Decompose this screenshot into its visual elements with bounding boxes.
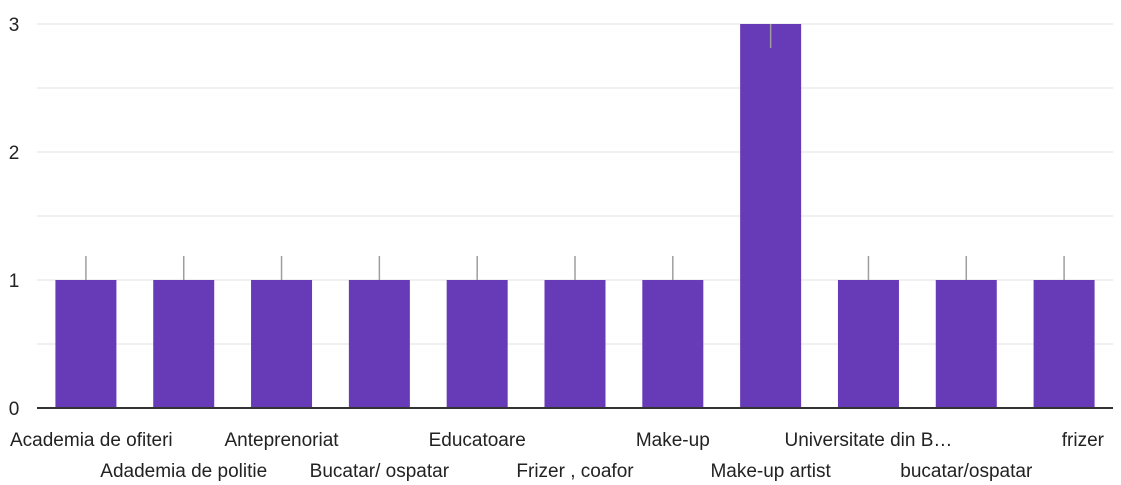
bar bbox=[446, 280, 508, 408]
bar bbox=[544, 280, 606, 408]
bar bbox=[251, 280, 313, 408]
y-tick-label: 2 bbox=[9, 143, 20, 164]
x-tick-label: Bucatar/ ospatar bbox=[310, 461, 450, 482]
bar bbox=[740, 24, 802, 408]
y-tick-label: 3 bbox=[9, 15, 20, 36]
bars bbox=[55, 24, 1095, 408]
y-tick-label: 1 bbox=[9, 271, 20, 292]
x-tick-labels: Academia de ofiteri Adademia de politie An… bbox=[10, 430, 1105, 482]
bar bbox=[935, 280, 997, 408]
x-tick-label: Make-up bbox=[636, 430, 710, 451]
bar bbox=[55, 280, 117, 408]
x-tick-label: Anteprenoriat bbox=[225, 430, 340, 451]
x-tick-label: Universitate din B… bbox=[785, 430, 953, 451]
y-tick-label: 0 bbox=[9, 399, 20, 420]
x-tick-label: Educatoare bbox=[429, 430, 526, 451]
x-tick-label: Frizer , coafor bbox=[516, 461, 634, 482]
y-tick-labels: 0 1 2 3 bbox=[9, 15, 20, 420]
x-tick-label: frizer bbox=[1062, 430, 1105, 451]
x-tick-label: bucatar/ospatar bbox=[900, 461, 1033, 482]
x-tick-label: Adademia de politie bbox=[100, 461, 267, 482]
x-tick-label: Make-up artist bbox=[710, 461, 831, 482]
x-tick-label: Academia de ofiteri bbox=[10, 430, 173, 451]
bar bbox=[642, 280, 704, 408]
bar bbox=[348, 280, 410, 408]
bar bbox=[1033, 280, 1095, 408]
bar bbox=[153, 280, 215, 408]
bar bbox=[837, 280, 899, 408]
